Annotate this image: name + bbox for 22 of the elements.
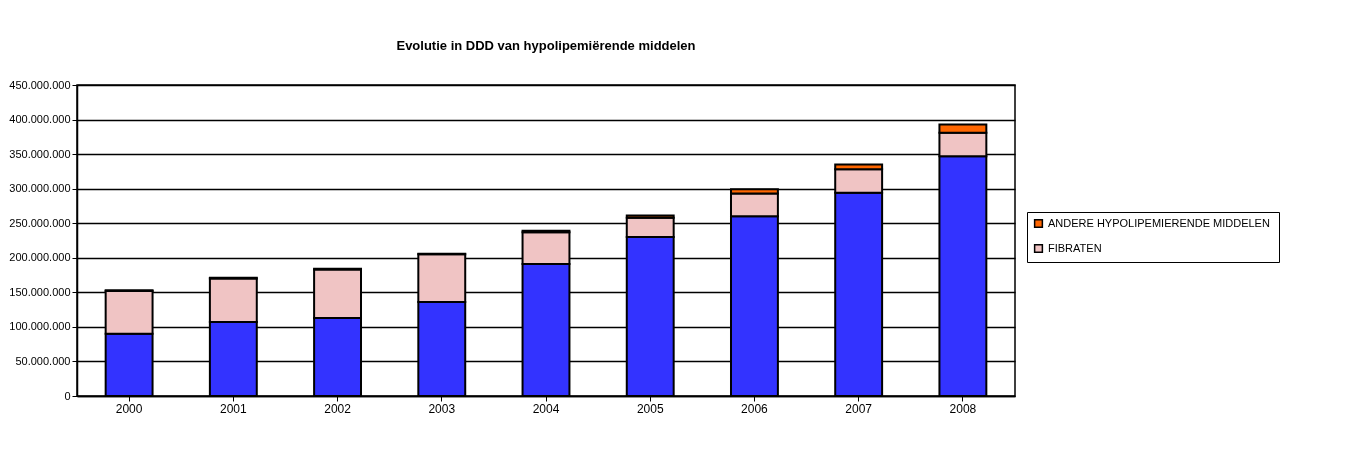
x-tick-label: 2007 xyxy=(845,401,873,416)
chart-title: Evolutie in DDD van hypolipemiërende middelen xyxy=(396,38,696,53)
x-tick-label: 2002 xyxy=(324,401,352,416)
x-tick-label: 2005 xyxy=(636,401,664,416)
x-tick-label: 2001 xyxy=(219,401,247,416)
y-tick-label: 450.000.000 xyxy=(9,78,71,91)
y-tick-label: 100.000.000 xyxy=(9,320,71,333)
y-tick-label: 300.000.000 xyxy=(9,182,71,195)
y-tick-label: 350.000.000 xyxy=(9,147,71,160)
y-tick-label: 150.000.000 xyxy=(9,285,71,298)
y-tick-label: 200.000.000 xyxy=(9,251,71,264)
x-tick-label: 2008 xyxy=(949,401,977,416)
x-tick-label: 2003 xyxy=(428,401,456,416)
y-tick-label: 400.000.000 xyxy=(9,113,71,126)
x-tick-label: 2004 xyxy=(532,401,560,416)
x-tick-label: 2006 xyxy=(741,401,769,416)
y-tick-label: 250.000.000 xyxy=(9,216,71,229)
y-tick-label: 50.000.000 xyxy=(15,354,71,367)
y-tick-label: 0 xyxy=(64,389,71,402)
x-tick-label: 2000 xyxy=(115,401,143,416)
legend-label: FIBRATEN xyxy=(1048,241,1102,254)
legend-label: ANDERE HYPOLIPEMIERENDE MIDDELEN xyxy=(1048,216,1270,229)
